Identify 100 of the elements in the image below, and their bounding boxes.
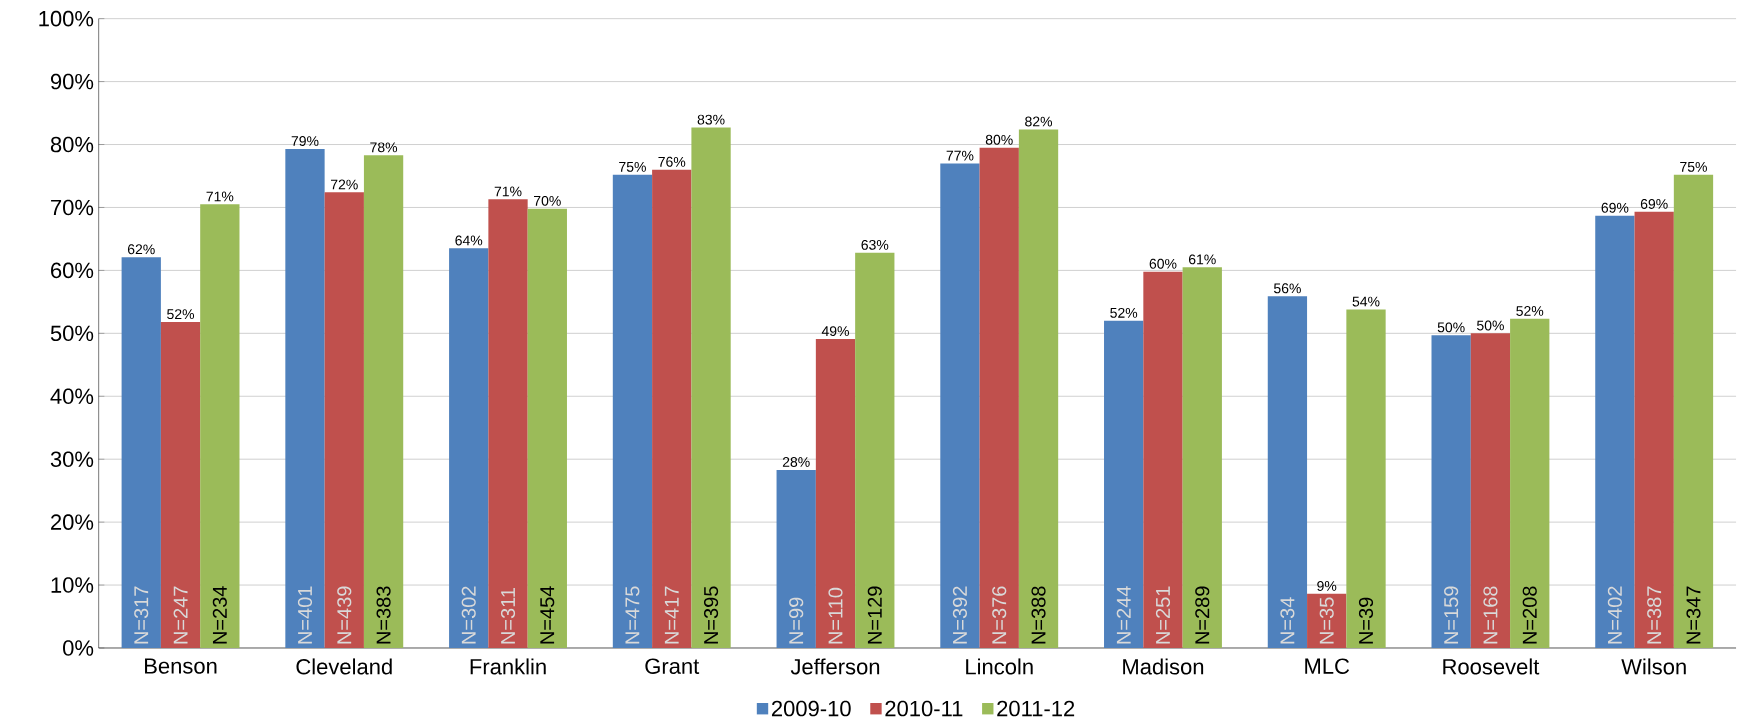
data-label: 52% [167,308,195,319]
bar [488,199,528,648]
y-tick-label: 10% [51,577,94,593]
bar [363,154,404,648]
data-label: 50% [1437,322,1465,333]
bar [1595,215,1635,648]
data-label: 75% [619,161,646,172]
bar [1673,174,1714,648]
annotation: N=417 [664,586,679,644]
data-label: 69% [1601,202,1629,213]
annotation: N=376 [992,586,1007,644]
x-tick-label: Cleveland [296,658,392,675]
annotation: N=347 [1686,586,1701,644]
x-tick-label: Franklin [470,658,546,675]
x-tick-label: Lincoln [966,658,1033,675]
data-label: 82% [1025,116,1053,127]
bar [1431,334,1471,648]
bar [1307,593,1347,648]
data-label: 83% [697,114,725,125]
annotation: N=34 [1280,597,1295,644]
data-label: 78% [370,142,398,153]
bar [691,127,731,648]
bar [121,256,161,648]
bar [1470,333,1511,648]
data-label: 49% [821,325,849,336]
bar [815,338,856,648]
annotation: N=234 [212,585,227,644]
bar [979,147,1019,648]
bar [1634,211,1674,648]
data-label: 56% [1273,283,1301,294]
annotation: N=311 [500,587,516,644]
data-label: 9% [1317,580,1337,591]
bar [1104,320,1144,648]
annotation: N=439 [337,586,352,644]
x-tick-label: Grant [645,658,700,674]
bar [1143,271,1183,648]
annotation: N=302 [461,586,476,644]
y-tick-label: 70% [51,199,94,216]
annotation: N=317 [134,586,149,644]
annotation: N=251 [1155,586,1171,644]
annotation: N=39 [1358,597,1374,644]
x-tick-label: Roosevelt [1443,658,1540,675]
data-label: 75% [1680,161,1707,172]
y-tick-label: 80% [50,136,94,153]
legend-label: 2009-10 [771,700,851,717]
legend-label: 2011-12 [997,700,1075,717]
annotation: N=244 [1116,585,1131,644]
bar [1510,318,1550,648]
annotation: N=208 [1522,586,1537,644]
data-label: 63% [861,239,889,250]
data-label: 70% [534,195,561,206]
bar [527,208,567,648]
bar [1267,295,1308,648]
annotation: N=168 [1483,586,1498,644]
x-tick-label: Wilson [1621,658,1686,675]
annotation: N=402 [1607,586,1622,644]
data-label: 71% [494,186,522,197]
x-tick-label: MLC [1305,658,1350,674]
bar [612,174,653,648]
bar [200,204,240,648]
y-tick-label: 40% [50,388,94,404]
bar [285,148,325,648]
annotation: N=401 [297,586,313,644]
data-label: 71% [206,191,234,202]
y-tick-label: 100% [39,10,94,27]
data-label: 52% [1110,307,1138,318]
y-tick-label: 30% [50,451,94,467]
annotation: N=99 [789,597,804,644]
y-tick-label: 90% [50,73,94,90]
legend-label: 2010-11 [885,700,963,717]
bar [652,169,692,648]
annotation: N=383 [376,586,391,644]
bar [1346,309,1386,648]
data-label: 69% [1640,198,1668,209]
annotation: N=392 [952,586,968,644]
data-label: 61% [1188,254,1216,265]
bar [449,248,489,648]
annotation: N=388 [1031,586,1046,644]
bar [324,192,364,648]
data-label: 64% [455,235,483,246]
annotation: N=35 [1319,597,1334,644]
bar [1182,267,1222,648]
annotation: N=247 [173,586,188,644]
data-label: 79% [291,135,319,146]
data-label: 60% [1149,258,1177,269]
annotation: N=454 [540,585,555,644]
y-tick-label: 0% [63,639,94,656]
y-tick-label: 60% [51,262,94,278]
annotation: N=387 [1647,586,1662,644]
annotation: N=129 [867,586,882,644]
annotation: N=475 [625,586,640,644]
data-label: 72% [330,179,358,190]
y-tick-label: 50% [50,325,94,341]
x-tick-label: Madison [1123,658,1204,675]
data-label: 54% [1352,296,1380,307]
data-label: 52% [1516,305,1544,316]
annotation: N=110 [828,587,843,644]
data-label: 77% [946,150,974,161]
y-tick-label: 20% [51,514,94,530]
bar [776,469,816,648]
